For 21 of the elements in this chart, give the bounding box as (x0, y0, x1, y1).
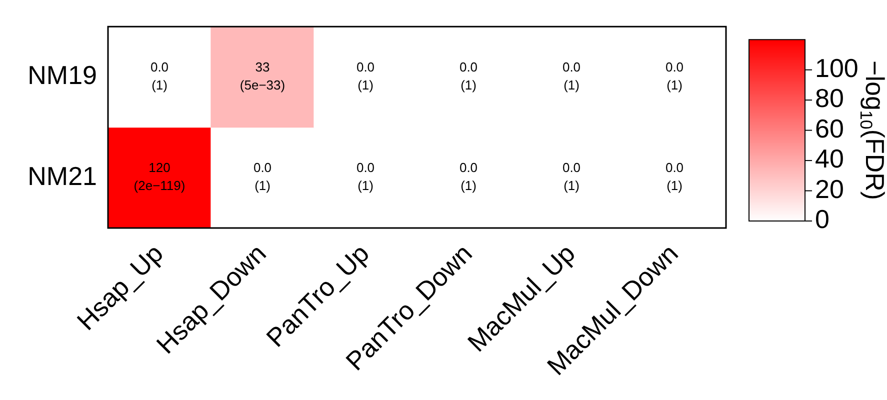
color-bar-label: 20 (815, 174, 844, 204)
data-label: 0.0 (1) (459, 160, 478, 194)
data-label: 120 (2e−119) (134, 160, 186, 194)
y-tick-label: NM21 (28, 160, 97, 191)
data-label: 0.0 (1) (562, 60, 581, 93)
color-bar-label: 80 (815, 83, 844, 114)
color-bar-label: 100 (815, 53, 858, 84)
data-label: 0.0 (1) (665, 160, 684, 194)
y-tick-label: NM19 (28, 60, 97, 90)
data-label: 0.0 (1) (253, 160, 272, 194)
color-bar-label: 0 (815, 204, 830, 234)
data-label: 0.0 (1) (356, 160, 375, 194)
data-label: 0.0 (1) (562, 160, 581, 194)
color-bar-title: −log10(FDR) (856, 60, 887, 200)
data-label: 0.0 (1) (150, 60, 169, 93)
color-bar-label: 60 (815, 113, 844, 144)
data-label: 0.0 (1) (459, 60, 478, 93)
data-label: 0.0 (1) (356, 60, 375, 93)
data-label: 0.0 (1) (665, 60, 684, 93)
data-label: 33 (5e−33) (240, 60, 286, 93)
color-bar-label: 40 (815, 144, 844, 174)
